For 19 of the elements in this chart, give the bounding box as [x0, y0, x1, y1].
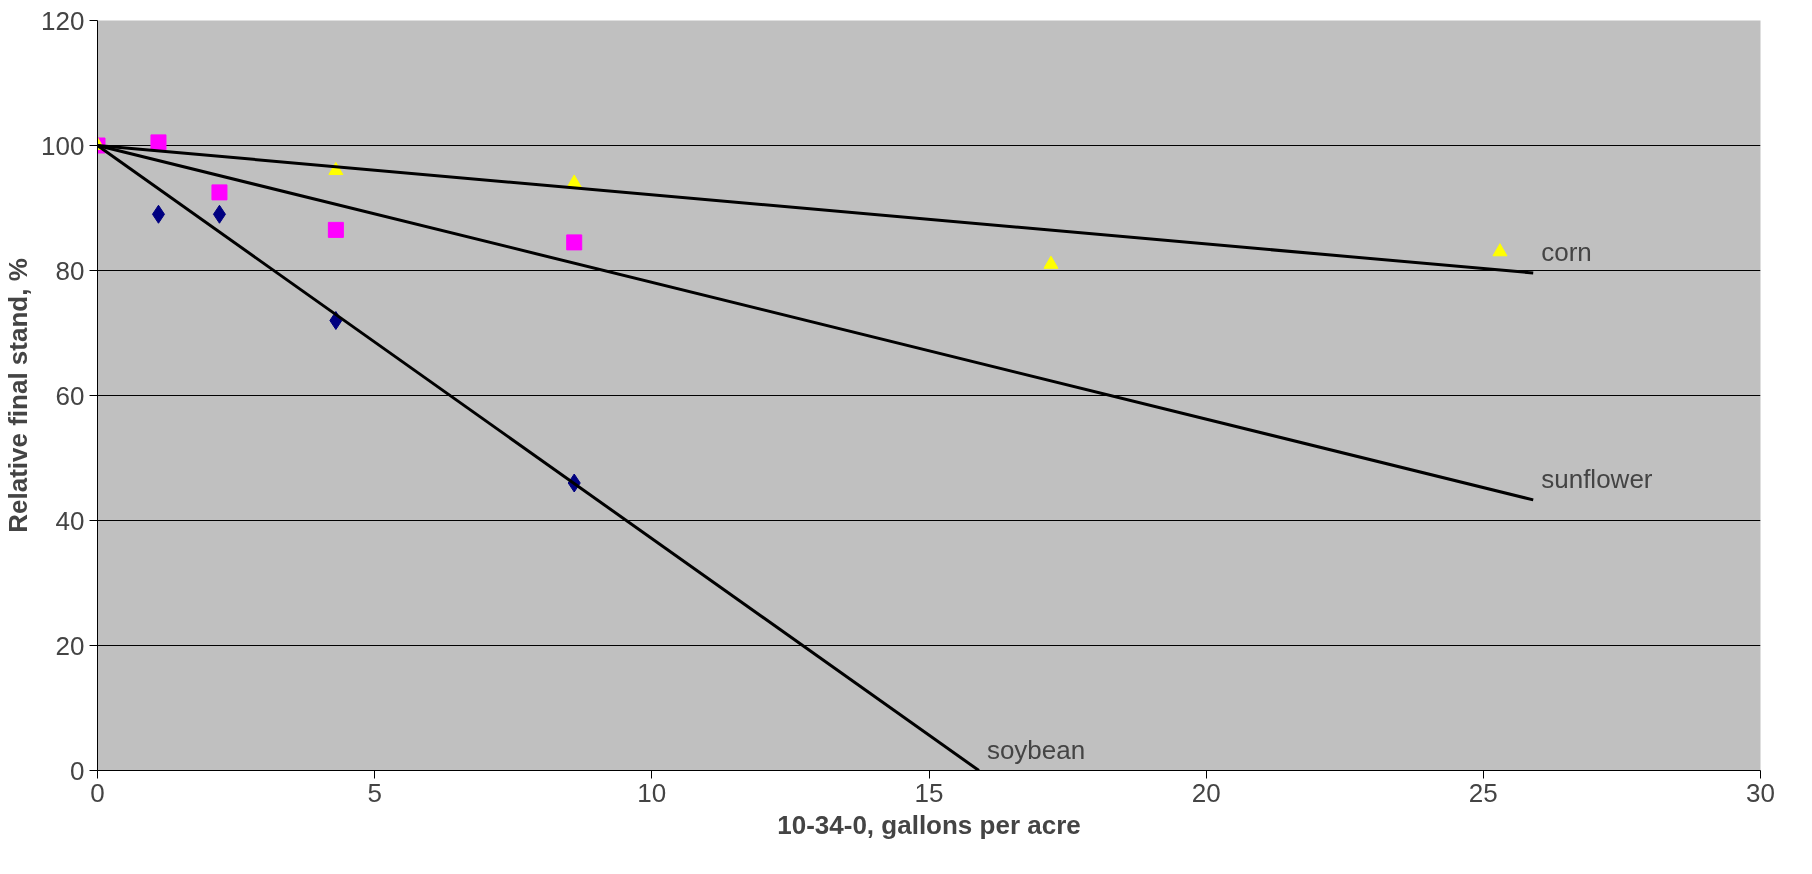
- x-tick-label: 20: [1191, 777, 1221, 808]
- x-tick-label: 25: [1468, 777, 1498, 808]
- y-tick-label: 80: [55, 255, 85, 286]
- series-label: corn: [1541, 237, 1592, 267]
- y-tick-label: 60: [55, 380, 85, 411]
- y-tick-label: 0: [70, 755, 85, 786]
- y-tick-label: 20: [55, 630, 85, 661]
- series-label: sunflower: [1541, 463, 1653, 494]
- x-tick-label: 5: [367, 777, 382, 808]
- x-tick-label: 30: [1746, 777, 1775, 808]
- x-tick-label: 0: [90, 777, 105, 808]
- x-axis-title: 10-34-0, gallons per acre: [777, 809, 1081, 840]
- series-label: soybean: [986, 734, 1086, 765]
- x-tick-label: 10: [637, 777, 667, 808]
- y-tick-label: 120: [41, 5, 85, 36]
- y-axis-title: Relative final stand, %: [3, 258, 34, 533]
- y-tick-label: 100: [41, 130, 85, 161]
- x-tick-label: 15: [914, 777, 944, 808]
- y-tick-label: 40: [55, 505, 85, 536]
